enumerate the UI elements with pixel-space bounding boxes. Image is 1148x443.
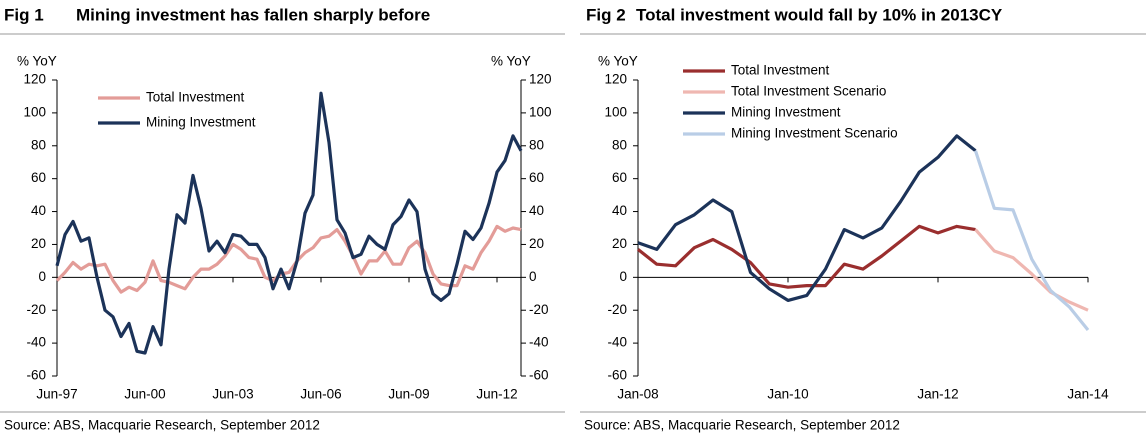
y-tick-label: 60 [31,170,46,185]
y-tick-label: 20 [31,236,46,251]
y-tick-label: 40 [31,203,46,218]
series-line [55,91,523,355]
legend-label: Total Investment Scenario [731,84,886,99]
y-tick-label: 120 [604,72,627,87]
figure-label: Fig 2 [586,5,626,24]
legend-label: Total Investment [731,63,830,78]
y2-tick-label: 80 [529,137,544,152]
x-tick-label: Jan-10 [767,387,808,402]
y2-tick-label: 120 [529,72,552,87]
source: Source: ABS, Macquarie Research, Septemb… [4,418,320,433]
y-axis-label: % YoY [17,54,57,69]
y2-tick-label: 20 [529,236,544,251]
y-tick-label: 60 [612,170,627,185]
x-tick-label: Jun-03 [212,387,253,402]
y2-tick-label: -60 [529,368,549,383]
x-tick-label: Jan-14 [1067,387,1109,402]
y-tick-label: 100 [23,104,46,119]
y-tick-label: -40 [607,335,627,350]
series-line [55,224,522,294]
y2-tick-label: 0 [529,269,537,284]
y-tick-label: -60 [26,368,46,383]
series-line [637,224,976,289]
legend-label: Mining Investment [731,105,841,120]
series-line [637,134,977,302]
x-tick-label: Jun-06 [300,387,341,402]
y-tick-label: 120 [23,72,46,87]
x-tick-label: Jun-09 [388,387,429,402]
y-tick-label: -40 [26,335,46,350]
y-tick-label: -20 [26,302,46,317]
x-tick-label: Jun-00 [124,387,165,402]
y2-axis-label: % YoY [491,54,531,69]
series-line [973,150,1090,332]
x-tick-label: Jun-12 [476,387,517,402]
y2-tick-label: 40 [529,203,544,218]
legend-label: Mining Investment [146,115,256,130]
y2-tick-label: 60 [529,170,544,185]
y2-tick-label: -40 [529,335,549,350]
source: Source: ABS, Macquarie Research, Septemb… [584,418,900,433]
y-tick-label: 80 [612,137,627,152]
y-axis-label: % YoY [598,54,638,69]
y-tick-label: 40 [612,203,627,218]
chart-title: Mining investment has fallen sharply bef… [76,5,430,24]
y-tick-label: 0 [38,269,46,284]
y-tick-label: -60 [607,368,627,383]
y-tick-label: 100 [604,104,627,119]
series-line [974,228,1089,312]
chart-title: Total investment would fall by 10% in 20… [636,5,1003,24]
x-tick-label: Jan-12 [917,387,958,402]
figure-label: Fig 1 [4,5,44,24]
x-tick-label: Jan-08 [617,387,658,402]
y2-tick-label: -20 [529,302,549,317]
legend-label: Mining Investment Scenario [731,126,898,141]
y-tick-label: 20 [612,236,627,251]
y-tick-label: -20 [607,302,627,317]
y-tick-label: 0 [619,269,627,284]
y-tick-label: 80 [31,137,46,152]
x-tick-label: Jun-97 [36,387,77,402]
legend-label: Total Investment [146,90,245,105]
y2-tick-label: 100 [529,104,552,119]
